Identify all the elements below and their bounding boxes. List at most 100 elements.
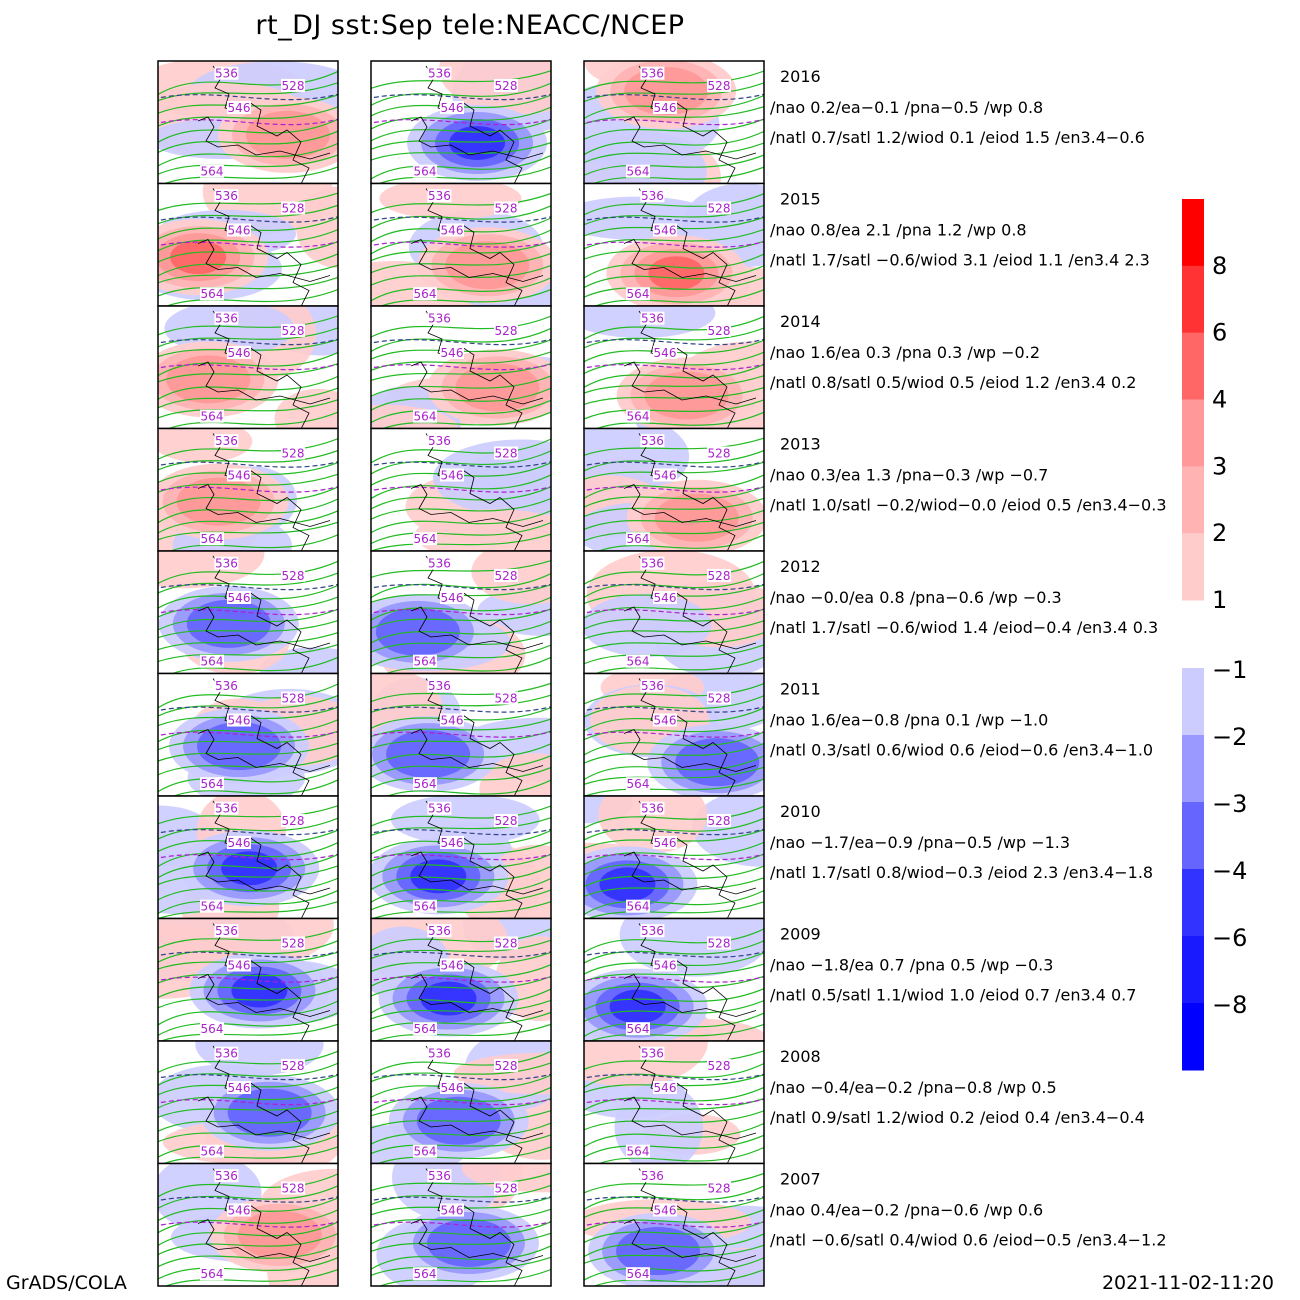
height-contour <box>584 853 764 876</box>
contour-label-bg <box>653 468 677 482</box>
map-panel-2010-2: 528 536 546 564 <box>371 796 551 919</box>
contour-label-bg <box>413 1022 437 1036</box>
coastline <box>623 1096 757 1140</box>
contour-label: 564 <box>201 165 224 179</box>
contour-label-bg <box>640 1046 665 1060</box>
contour-label-bg <box>707 568 731 582</box>
contour-label-bg <box>440 1081 464 1094</box>
height-contour <box>584 204 764 226</box>
map-panel-2007-1: 528 536 546 564 <box>158 1163 338 1286</box>
contour-label: 528 <box>495 446 518 460</box>
height-contour <box>158 841 338 868</box>
contour-label: 564 <box>201 287 224 301</box>
height-contour <box>158 363 338 383</box>
contour-label-bg <box>214 679 239 693</box>
height-contour <box>371 533 551 551</box>
index-line-1: /nao −1.8/ea 0.7 /pna 0.5 /wp −0.3 <box>770 956 1053 975</box>
map-panel-2013-1: 528 536 546 564 <box>158 428 338 551</box>
contour-label: 546 <box>228 714 251 728</box>
contour-label: 564 <box>414 410 437 424</box>
height-contour <box>158 521 338 541</box>
contour-label: 546 <box>654 224 677 238</box>
height-contour <box>371 754 551 779</box>
anomaly-core <box>644 371 729 420</box>
height-contour <box>371 596 551 621</box>
height-contour <box>371 69 551 90</box>
height-contour <box>584 766 764 786</box>
height-contour <box>386 779 551 796</box>
height-contour <box>159 1023 338 1041</box>
height-contour <box>158 1000 338 1026</box>
anomaly-core <box>186 599 271 648</box>
colorbar-tick: 8 <box>1212 252 1227 280</box>
contour-label-bg <box>200 164 224 178</box>
height-contour <box>371 1122 551 1145</box>
contour-label: 528 <box>282 324 305 338</box>
height-contour <box>584 596 764 619</box>
anomaly-shading <box>584 593 712 657</box>
height-contour <box>158 486 338 511</box>
height-contour <box>584 877 764 898</box>
height-contour <box>167 411 338 429</box>
contour-label: 536 <box>215 802 238 816</box>
height-contour <box>158 327 338 348</box>
map-panel-2007-3: 528 536 546 564 <box>584 1163 764 1286</box>
contour-label: 536 <box>641 557 664 571</box>
contour-label-bg <box>227 591 251 604</box>
coastline <box>425 188 523 306</box>
coastline <box>410 361 544 405</box>
contour-label-bg <box>227 713 251 727</box>
contour-label-bg <box>707 936 731 950</box>
height-contour <box>371 889 551 911</box>
contour-label-bg <box>200 287 224 301</box>
height-contour <box>584 999 764 1023</box>
contour-label: 546 <box>654 714 677 728</box>
anomaly-shading <box>415 509 551 551</box>
height-contour <box>158 560 338 585</box>
contour-label-bg <box>440 223 464 237</box>
coastline <box>638 555 736 674</box>
height-contour <box>371 853 551 878</box>
contour-label-bg <box>227 1203 251 1217</box>
height-contour <box>584 1185 764 1211</box>
contour-label: 564 <box>627 1145 650 1159</box>
height-contour <box>158 754 338 776</box>
contour-label-bg <box>494 1181 518 1195</box>
contour-label-bg <box>281 936 305 950</box>
map-panel-2014-1: 528 536 546 564 <box>158 306 338 429</box>
contour-label-bg <box>227 1081 251 1094</box>
height-contour <box>371 141 551 161</box>
height-contour <box>371 399 551 424</box>
contour-label-bg <box>427 1046 452 1060</box>
height-contour <box>158 742 338 762</box>
height-contour <box>584 118 764 141</box>
coastline <box>212 65 310 184</box>
height-contour <box>584 130 764 156</box>
height-contour <box>371 327 551 353</box>
height-contour <box>158 865 338 886</box>
contour-label: 546 <box>654 1081 677 1095</box>
coastline <box>212 1045 310 1164</box>
height-contour <box>584 731 764 756</box>
contour-label: 546 <box>441 101 464 115</box>
map-panel-2010-1: 528 536 546 564 <box>158 796 338 919</box>
contour-label-bg <box>427 189 452 203</box>
contour-label-bg <box>281 323 305 337</box>
year-label: 2015 <box>780 190 821 209</box>
height-contour <box>371 1011 551 1033</box>
panel-frame <box>583 1162 765 1287</box>
contour-label: 536 <box>641 802 664 816</box>
anomaly-shading <box>614 1082 704 1164</box>
coastline <box>425 678 523 796</box>
colorbar-positive-swatch <box>1182 265 1204 334</box>
contour-label: 564 <box>201 1022 224 1036</box>
contour-label-bg <box>214 66 239 80</box>
anomaly-core <box>616 1227 701 1276</box>
height-contour <box>584 485 764 508</box>
contour-label: 528 <box>495 1059 518 1073</box>
contour-label-bg <box>427 434 452 448</box>
height-contour <box>584 374 764 394</box>
anomaly-core <box>166 355 251 404</box>
anomaly-core <box>170 240 227 275</box>
contour-label: 528 <box>495 1181 518 1195</box>
